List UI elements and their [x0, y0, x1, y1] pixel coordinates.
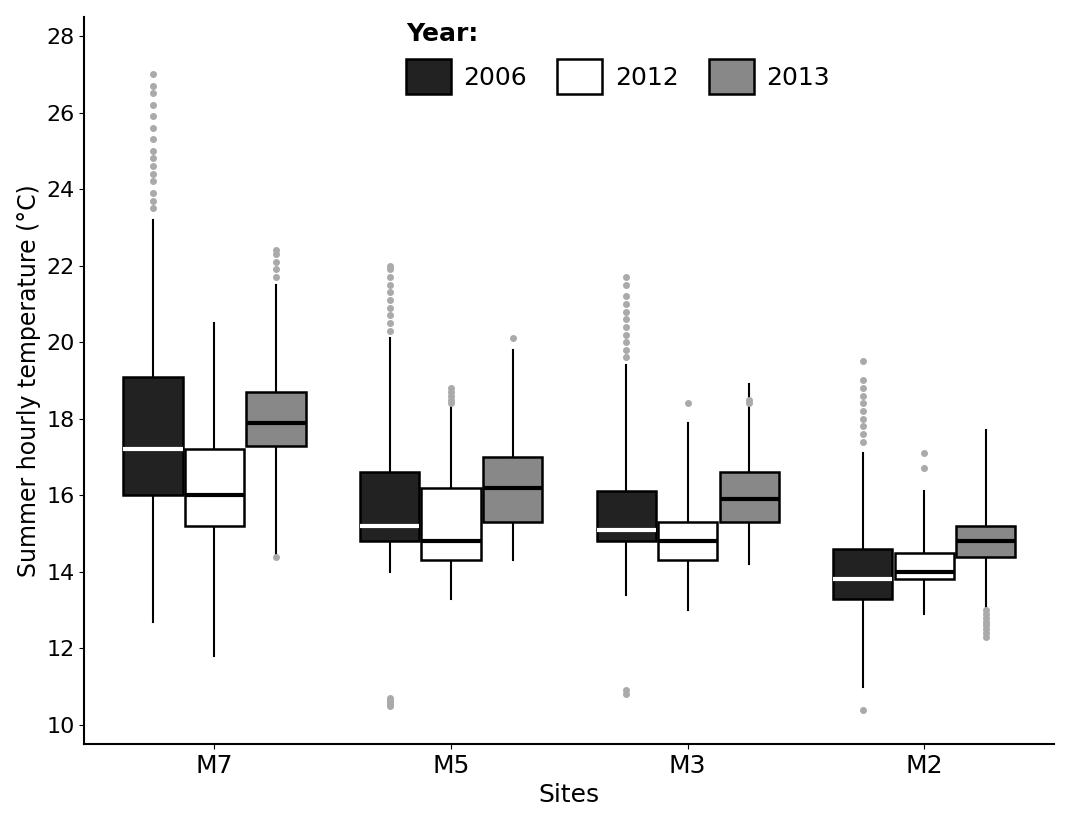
- Y-axis label: Summer hourly temperature (°C): Summer hourly temperature (°C): [17, 184, 41, 577]
- Bar: [483, 457, 542, 522]
- Bar: [123, 377, 182, 495]
- X-axis label: Sites: Sites: [539, 784, 600, 808]
- Bar: [422, 488, 481, 560]
- Bar: [833, 549, 892, 598]
- Bar: [246, 392, 305, 446]
- Bar: [185, 449, 244, 526]
- Bar: [658, 522, 718, 560]
- Bar: [894, 553, 954, 579]
- Bar: [360, 472, 419, 541]
- Bar: [956, 526, 1015, 556]
- Bar: [720, 472, 779, 522]
- Bar: [597, 491, 655, 541]
- Legend: 2006, 2012, 2013: 2006, 2012, 2013: [398, 15, 838, 101]
